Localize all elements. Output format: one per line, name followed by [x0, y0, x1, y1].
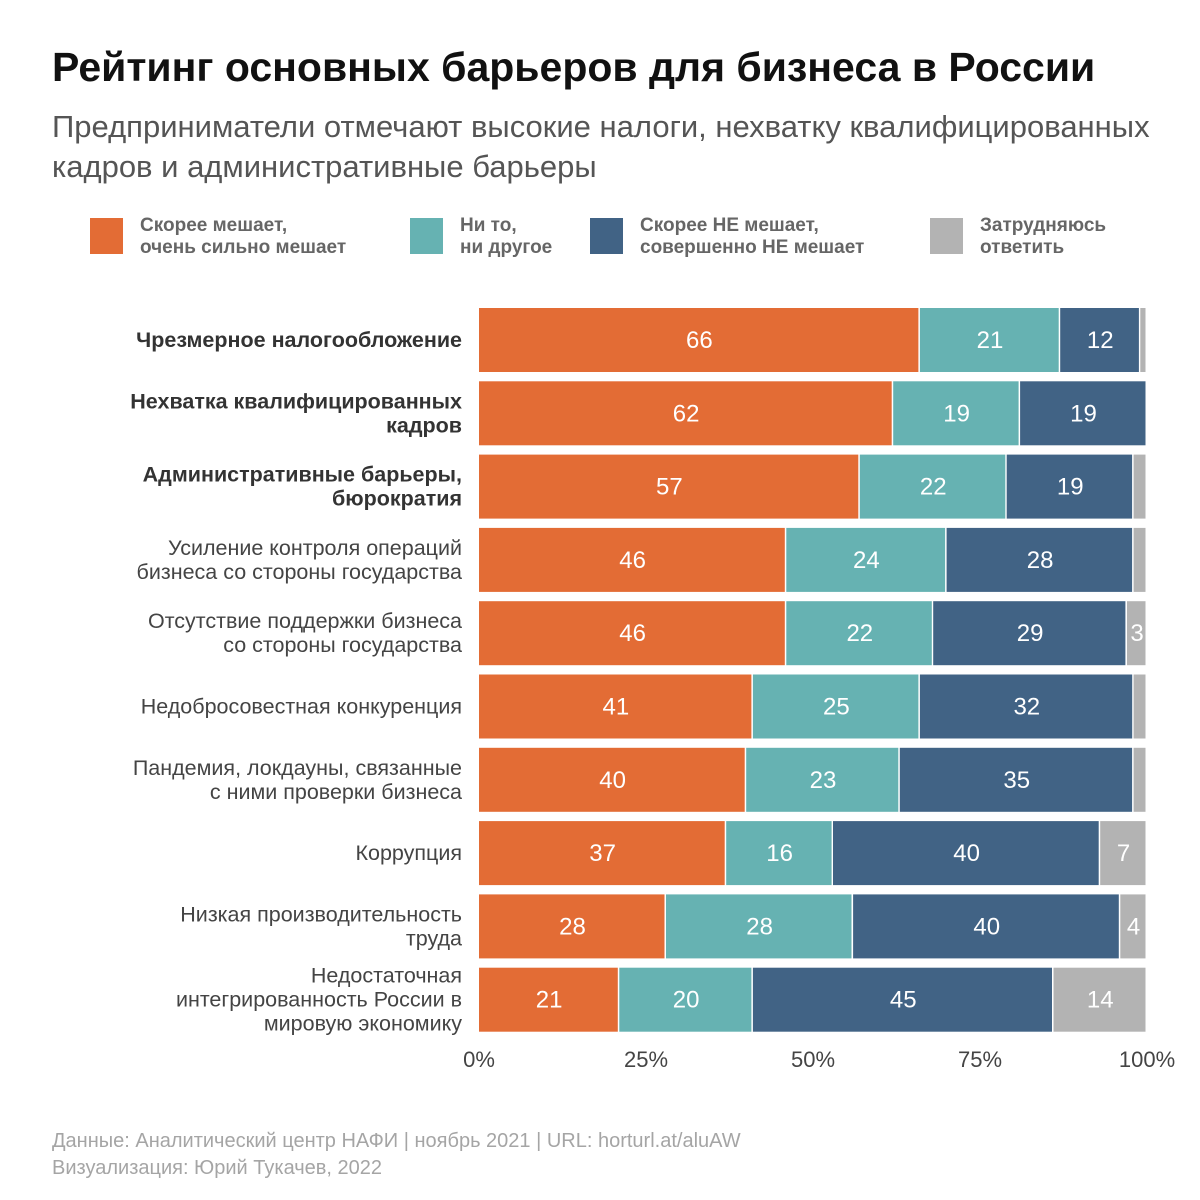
- source-line-visualization: Визуализация: Юрий Тукачев, 2022: [52, 1157, 383, 1179]
- data-label-neither: 16: [766, 840, 793, 867]
- bar-segment-neither: [786, 527, 946, 592]
- data-label-hinders: 46: [619, 620, 646, 647]
- category-label: Пандемия, локдауны, связанные с ними пров…: [133, 756, 462, 804]
- data-label-not-hinders: 40: [973, 913, 1000, 940]
- data-label-neither: 24: [853, 547, 880, 574]
- data-label-hinders: 28: [559, 913, 586, 940]
- bar-segment-not-hinders: [833, 821, 1099, 886]
- bar-segment-not-hinders: [933, 601, 1126, 666]
- category-label: Недобросовестная конкуренция: [141, 695, 462, 719]
- category-label: Усиление контроля операций бизнеса со сто…: [137, 536, 462, 584]
- bar-segment-hard-to-say: [1133, 674, 1146, 739]
- data-label-not-hinders: 19: [1057, 474, 1084, 501]
- data-label-hard-to-say: 7: [1117, 840, 1130, 867]
- data-label-neither: 20: [673, 987, 700, 1014]
- category-label: Низкая производительность труда: [180, 902, 462, 950]
- data-label-hinders: 40: [599, 767, 626, 794]
- bar-segment-hinders: [479, 821, 725, 886]
- bar-segment-hard-to-say: [1140, 308, 1146, 372]
- data-label-neither: 22: [846, 620, 873, 647]
- data-label-hard-to-say: 3: [1130, 620, 1143, 647]
- bar-segment-neither: [619, 967, 752, 1032]
- data-label-neither: 23: [810, 767, 837, 794]
- bar-segment-hinders: [479, 674, 752, 739]
- bar-segment-hinders: [479, 601, 785, 666]
- data-label-not-hinders: 19: [1070, 400, 1097, 427]
- data-label-hinders: 41: [603, 694, 630, 721]
- bar-segment-hinders: [479, 527, 785, 592]
- bar-segment-neither: [666, 894, 852, 959]
- data-label-not-hinders: 45: [890, 987, 917, 1014]
- bar-segment-neither: [786, 601, 932, 666]
- bar-segment-neither: [752, 674, 919, 739]
- category-label: Нехватка квалифицированных кадров: [130, 389, 462, 437]
- bar-segment-not-hinders: [919, 674, 1133, 739]
- x-tick-label: 0%: [463, 1047, 495, 1072]
- category-label: Отсутствие поддержки бизнеса со стороны г…: [148, 609, 462, 657]
- bar-segment-neither: [859, 454, 1006, 519]
- data-label-neither: 19: [943, 400, 970, 427]
- bar-segment-hard-to-say: [1127, 601, 1146, 666]
- chart-subtitle: Предприниматели отмечают высокие налоги,…: [52, 109, 1150, 184]
- data-label-hinders: 21: [536, 987, 563, 1014]
- category-label: Коррупция: [355, 841, 462, 865]
- data-label-hinders: 37: [589, 840, 616, 867]
- data-label-neither: 25: [823, 694, 850, 721]
- bar-segment-hinders: [479, 894, 665, 959]
- source-note: Данные: Аналитический центр НАФИ | ноябр…: [52, 1128, 741, 1182]
- bar-segment-not-hinders: [752, 967, 1052, 1032]
- bar-segment-neither: [726, 821, 832, 886]
- data-label-hinders: 57: [656, 474, 683, 501]
- data-label-hinders: 66: [686, 327, 713, 354]
- chart-title: Рейтинг основных барьеров для бизнеса в …: [52, 44, 1096, 90]
- bar-segment-neither: [919, 308, 1059, 372]
- data-label-hard-to-say: 14: [1087, 987, 1114, 1014]
- bar-segment-neither: [746, 747, 899, 812]
- bar-segment-hinders: [479, 747, 745, 812]
- bar-segment-hard-to-say: [1133, 527, 1146, 592]
- bar-segment-hinders: [479, 454, 859, 519]
- bar-segment-hard-to-say: [1120, 894, 1146, 959]
- data-label-hinders: 62: [673, 400, 700, 427]
- stacked-bar-chart: 66 21 12 Чрезмерное налогообложение 62 19 19 Не…: [130, 308, 1175, 1072]
- data-label-neither: 28: [746, 913, 773, 940]
- data-label-not-hinders: 32: [1013, 694, 1040, 721]
- bar-segment-hinders: [479, 308, 919, 372]
- bar-segment-not-hinders: [1020, 381, 1146, 446]
- bar-segment-hard-to-say: [1133, 454, 1146, 519]
- bar-segment-not-hinders: [1060, 308, 1139, 372]
- data-label-not-hinders: 12: [1087, 327, 1114, 354]
- data-label-hard-to-say: 4: [1127, 913, 1140, 940]
- data-label-not-hinders: 28: [1027, 547, 1054, 574]
- bar-segment-not-hinders: [1006, 454, 1133, 519]
- bar-segment-hard-to-say: [1133, 747, 1146, 812]
- bar-segment-neither: [893, 381, 1019, 446]
- data-label-hinders: 46: [619, 547, 646, 574]
- source-line-data: Данные: Аналитический центр НАФИ | ноябр…: [52, 1130, 741, 1152]
- bar-segment-hard-to-say: [1053, 967, 1146, 1032]
- x-tick-label: 25%: [624, 1047, 668, 1072]
- x-tick-label: 100%: [1119, 1047, 1175, 1072]
- data-label-neither: 21: [977, 327, 1004, 354]
- data-label-neither: 22: [920, 474, 947, 501]
- x-tick-label: 75%: [958, 1047, 1002, 1072]
- x-tick-label: 50%: [791, 1047, 835, 1072]
- bar-segment-hinders: [479, 967, 618, 1032]
- data-label-not-hinders: 29: [1017, 620, 1044, 647]
- data-label-not-hinders: 40: [953, 840, 980, 867]
- category-label: Чрезмерное налогообложение: [136, 328, 462, 352]
- bar-segment-hard-to-say: [1100, 821, 1146, 886]
- bar-segment-hinders: [479, 381, 892, 446]
- bar-segment-not-hinders: [946, 527, 1133, 592]
- category-label: Административные барьеры, бюрократия: [143, 463, 462, 511]
- bar-segment-not-hinders: [899, 747, 1133, 812]
- bar-segment-not-hinders: [853, 894, 1119, 959]
- data-label-not-hinders: 35: [1003, 767, 1030, 794]
